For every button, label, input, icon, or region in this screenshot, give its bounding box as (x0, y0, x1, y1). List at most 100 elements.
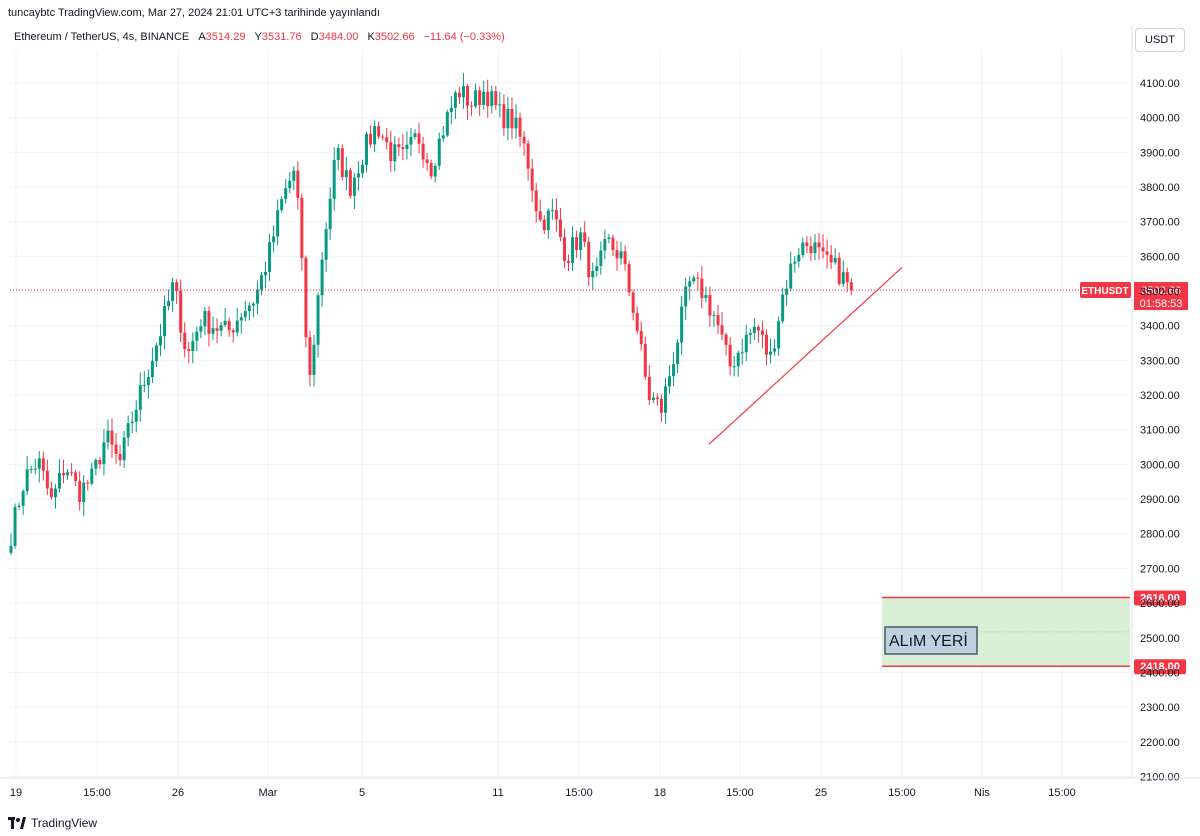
candle-body (175, 282, 179, 291)
candle-body (542, 219, 546, 231)
candle-body (655, 397, 659, 399)
candle-body (631, 292, 635, 313)
candle-body (167, 300, 171, 307)
symbol-name[interactable]: Ethereum / TetherUS, 4s, BINANCE (14, 31, 190, 43)
candle-body (680, 306, 684, 343)
candle-body (62, 472, 66, 476)
x-tick-label: 11 (492, 787, 503, 799)
candle-body (643, 344, 647, 377)
candle-body (615, 250, 619, 259)
candle-body (255, 289, 259, 304)
candle-body (312, 344, 316, 376)
candle-body (126, 423, 130, 438)
candle-body (199, 326, 203, 332)
candle-body (142, 385, 146, 387)
candle-body (603, 239, 607, 251)
candle-body (538, 211, 542, 220)
currency-button[interactable]: USDT (1135, 28, 1185, 52)
candle-body (385, 137, 389, 143)
candle-body (340, 148, 344, 178)
y-tick-label: 2200.00 (1140, 737, 1180, 749)
candle-body (575, 237, 579, 251)
candle-body (320, 259, 324, 296)
candle-body (474, 90, 478, 107)
candle-body (381, 136, 385, 138)
candle-body (110, 430, 114, 445)
candle-body (272, 236, 276, 243)
y-tick-label: 2500.00 (1140, 633, 1180, 645)
trendline (708, 266, 903, 445)
candle-body (797, 254, 801, 262)
candle-body (437, 138, 441, 166)
candle-body (663, 386, 667, 413)
candle-body (235, 320, 239, 333)
candle-body (53, 488, 57, 498)
candle-body (158, 336, 162, 346)
candle-body (66, 472, 70, 476)
candle-body (635, 312, 639, 331)
candle-body (268, 242, 272, 272)
candle-body (348, 170, 352, 196)
candle-body (417, 133, 421, 144)
candle-body (284, 188, 288, 200)
x-tick-label: 15:00 (888, 787, 916, 799)
candle-body (70, 472, 74, 474)
candle-body (288, 180, 292, 189)
candle-body (365, 133, 369, 165)
candle-body (332, 160, 336, 199)
candle-body (247, 305, 251, 312)
candle-body (712, 315, 716, 317)
candle-body (171, 282, 175, 301)
x-tick-label: Nis (974, 787, 990, 799)
candle-body (756, 326, 760, 331)
candle-body (401, 147, 405, 150)
candle-body (191, 340, 195, 351)
y-tick-label: 3400.00 (1140, 321, 1180, 333)
candle-body (308, 337, 312, 376)
y-tick-label: 2600.00 (1140, 598, 1180, 610)
candle-body (296, 170, 300, 198)
candle-body (639, 330, 643, 345)
y-tick-label: 3000.00 (1140, 459, 1180, 471)
candle-body (623, 251, 627, 265)
buy-zone[interactable]: ALıM YERİ (882, 596, 1130, 667)
candle-body (397, 144, 401, 148)
candle-body (409, 136, 413, 145)
candle-body (785, 288, 789, 295)
candle-body (122, 437, 126, 461)
candle-body (457, 92, 461, 98)
candle-body (146, 377, 150, 386)
open-key: A (198, 31, 206, 43)
candle-body (41, 458, 45, 471)
candle-body (659, 398, 663, 413)
candle-body (276, 210, 280, 237)
candle-body (461, 85, 465, 98)
price-tag: 3502.66 (1141, 285, 1181, 297)
candle-body (837, 257, 841, 284)
candle-body (550, 210, 554, 212)
symbol-tag-bg (1080, 282, 1131, 299)
candle-body (356, 173, 360, 178)
candle-body (470, 105, 474, 107)
x-tick-label: 5 (359, 787, 365, 799)
candle-body (692, 277, 696, 282)
candle-body (825, 251, 829, 255)
y-tick-label: 3500.00 (1140, 286, 1180, 298)
candle-body (433, 165, 437, 177)
close-value: 3502.66 (374, 31, 415, 43)
candle-body (817, 242, 821, 248)
candle-body (676, 342, 680, 365)
candle-body (336, 148, 340, 161)
y-tick-label: 3800.00 (1140, 182, 1180, 194)
candle-body (98, 459, 102, 465)
candle-body (134, 409, 138, 422)
x-tick-label: 25 (815, 787, 827, 799)
candle-body (591, 271, 595, 278)
candle-body (13, 506, 17, 546)
candle-body (292, 170, 296, 181)
candle-body (45, 470, 49, 489)
y-tick-label: 4000.00 (1140, 113, 1180, 125)
y-tick-label: 2900.00 (1140, 494, 1180, 506)
candle-body (841, 272, 845, 284)
